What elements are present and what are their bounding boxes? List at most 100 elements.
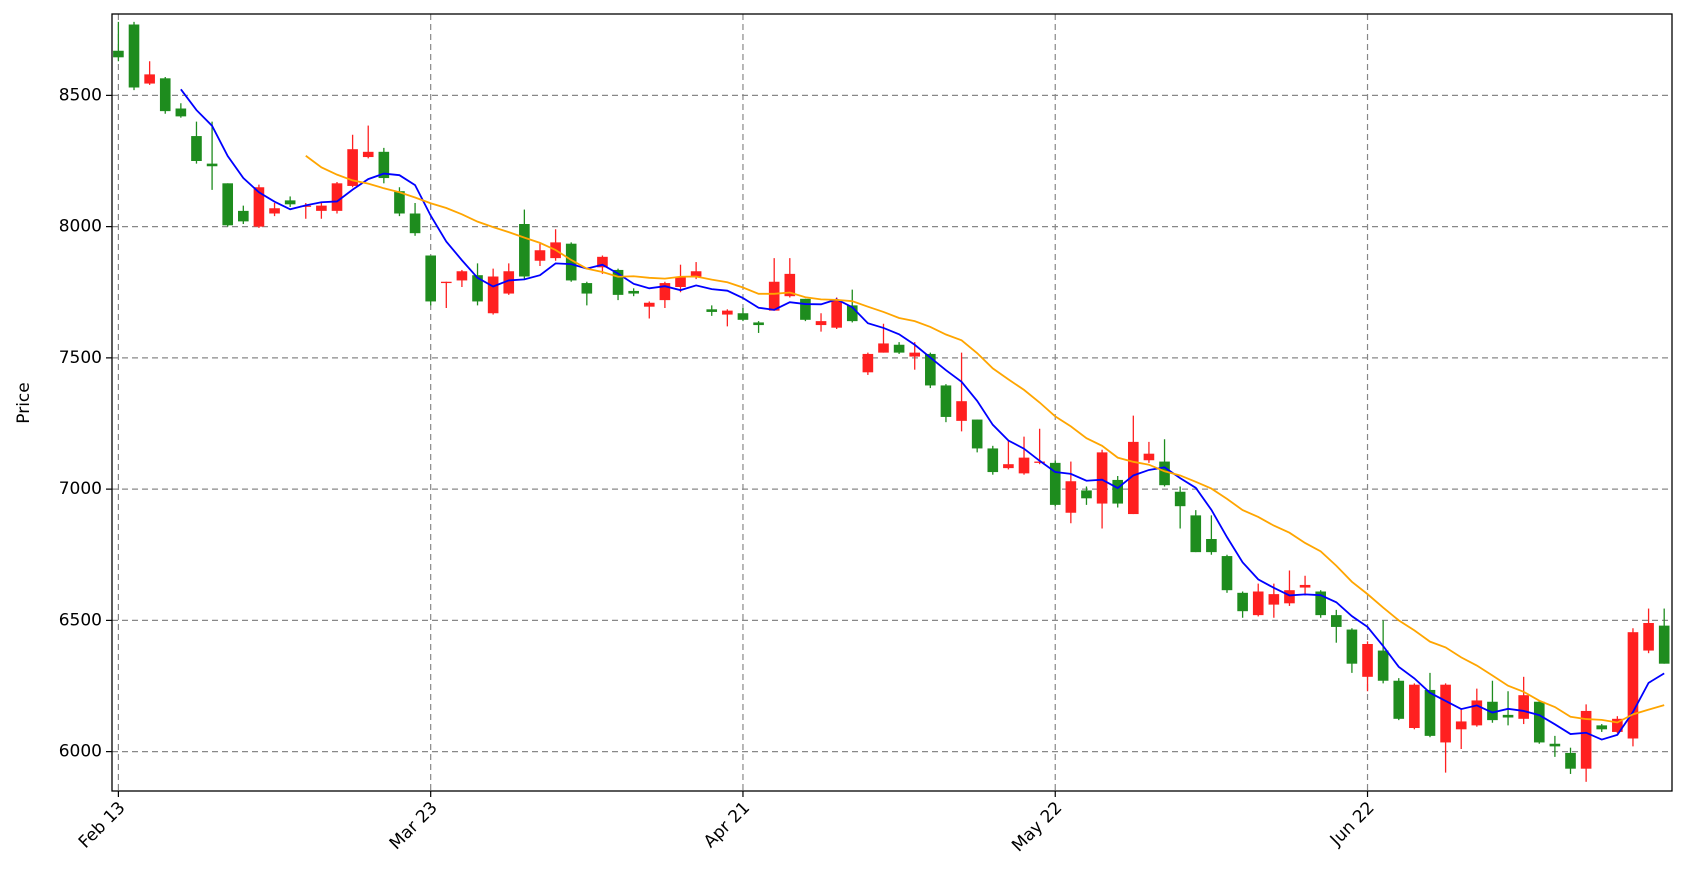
candle-body [1565,752,1576,769]
candle-body [456,271,468,281]
candle-body [238,210,249,222]
candle-body [269,208,280,214]
candle-body [487,276,499,314]
candle-body [144,74,155,84]
candle-body [1096,452,1108,504]
x-tick-label: Jun 22 [1326,798,1379,851]
candle-body [1580,710,1592,769]
candle-body [784,273,796,297]
candle-body [1346,629,1358,664]
candle-body [925,353,936,386]
candle-body [1502,714,1514,718]
candle-body [565,243,577,281]
candle-body [1643,623,1654,651]
candle-body [1003,464,1014,469]
candle-body [706,309,718,312]
plot-frame [111,13,1673,792]
candle-body [1143,453,1155,461]
candle-body [846,305,858,322]
candle-body [1627,632,1639,739]
candle-body [1206,539,1217,553]
candle-body [581,283,593,294]
candle-body [1159,461,1170,486]
candle-body [1268,594,1280,605]
candle-body [1658,625,1670,664]
candle-body [768,281,780,311]
moving-average-line [180,88,1665,741]
candle-body [347,149,358,186]
candle-body [1424,689,1436,736]
candle-body [128,24,140,88]
candle-body [659,283,671,301]
candle-body [940,385,952,417]
candle-body [1612,718,1623,732]
candle-body [534,250,546,261]
candle-body [815,321,827,326]
candle-body [206,163,218,167]
candle-body [1284,590,1295,604]
candle-body [1330,615,1342,627]
candle-body [378,151,390,179]
candle-body [1190,515,1202,553]
candle-body [675,276,686,287]
candle-body [1299,584,1311,588]
x-tick-label: Mar 23 [386,798,442,854]
candle-body [284,200,296,205]
candle-body [909,352,921,357]
moving-average-line [305,155,1665,724]
candle-body [440,281,452,284]
candle-body [1377,650,1389,681]
candle-body [253,187,265,227]
candle-body [1393,680,1405,719]
candle-body [800,298,811,320]
candle-body [971,419,983,449]
candle-body [519,224,530,277]
candle-body [503,271,515,294]
candle-body [394,191,405,214]
candle-body [472,275,483,302]
x-tick-label: Apr 21 [700,798,754,852]
y-tick-label: 6500 [59,610,102,630]
candle-body [1034,461,1045,463]
candle-body [1128,441,1139,515]
candle-body [1018,457,1030,474]
candle-body [425,255,436,302]
candle-body [987,448,999,473]
candle-body [628,290,639,294]
candle-body [331,183,343,211]
candle-body [113,50,124,58]
candle-body [1440,684,1451,743]
y-tick-label: 8000 [59,217,102,237]
candle-body [1315,591,1326,616]
candle-body [1487,701,1498,721]
candle-body [753,322,764,326]
candle-body [956,401,967,421]
candle-body [1533,701,1545,743]
candle-body [597,256,608,268]
x-tick-label: May 22 [1008,798,1066,856]
candle-body [1065,481,1077,513]
candle-body [1518,695,1529,719]
candle-body [690,271,702,277]
candle-body [1112,479,1124,504]
candle-body [1362,644,1373,677]
candle-body [362,151,374,158]
candle-body [1455,721,1467,730]
candle-body [1596,725,1608,730]
y-tick-label: 8500 [59,85,102,105]
candle-body [612,269,624,295]
candle-body [1081,490,1092,499]
candle-body [175,108,187,117]
y-tick-label: 7000 [59,479,102,499]
candle-body [722,310,733,315]
candle-body [862,353,874,373]
candle-body [1549,743,1561,747]
candle-body [831,300,842,328]
candle-body [1174,491,1186,507]
x-tick-label: Feb 13 [75,798,130,853]
candle-body [1237,592,1248,612]
candle-body [643,302,655,307]
y-tick-label: 6000 [59,742,102,762]
candle-body [1252,591,1264,616]
